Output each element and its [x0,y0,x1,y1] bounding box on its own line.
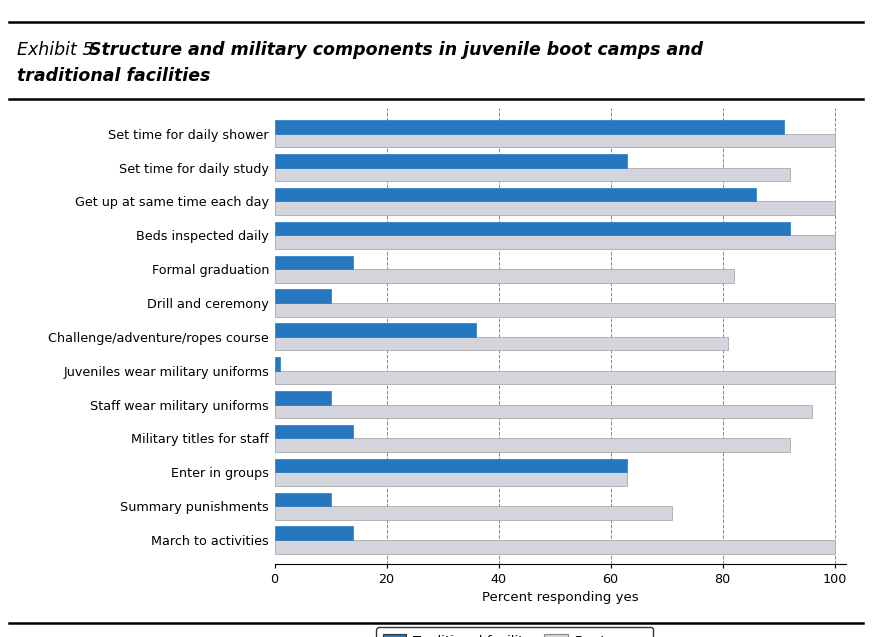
Bar [275,425,353,438]
Bar [275,168,790,181]
X-axis label: Percent responding yes: Percent responding yes [482,591,638,605]
Bar [275,255,353,269]
Bar [275,357,280,371]
Bar [275,201,835,215]
Bar [275,506,672,520]
Bar [275,492,330,506]
Text: Exhibit 5.: Exhibit 5. [17,41,99,59]
Bar [275,303,835,317]
Bar [275,540,835,554]
Bar [275,391,330,404]
Bar [275,371,835,384]
Bar [275,459,628,472]
Legend: Traditional facility, Boot camp: Traditional facility, Boot camp [376,627,653,637]
Text: Structure and military components in juvenile boot camps and: Structure and military components in juv… [83,41,703,59]
Bar [275,337,728,350]
Text: traditional facilities: traditional facilities [17,67,211,85]
Bar [275,188,756,201]
Bar [275,527,353,540]
Bar [275,324,476,337]
Bar [275,472,628,486]
Bar [275,222,790,235]
Bar [275,404,812,418]
Bar [275,134,835,147]
Bar [275,120,784,134]
Bar [275,289,330,303]
Bar [275,438,790,452]
Bar [275,235,835,249]
Bar [275,154,628,168]
Bar [275,269,734,283]
